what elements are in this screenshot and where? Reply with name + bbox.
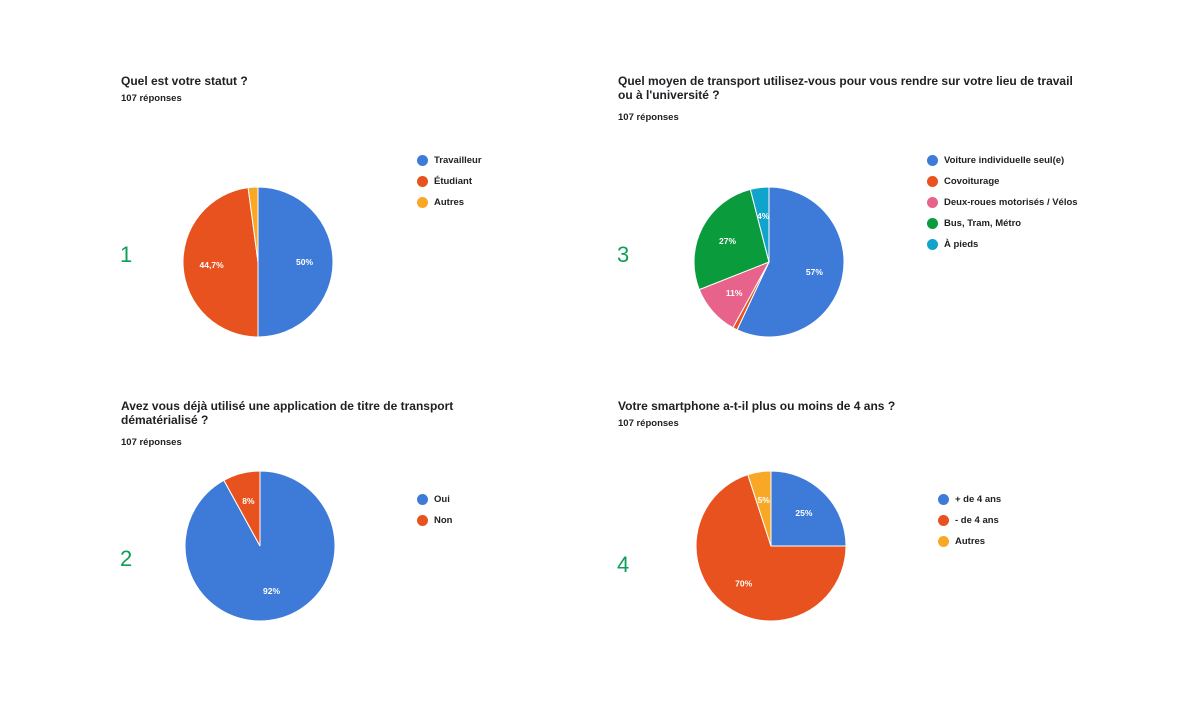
pie-slice-etudiant bbox=[182, 187, 259, 338]
legend-item-etudiant: Étudiant bbox=[417, 171, 482, 192]
chart-number: 2 bbox=[120, 546, 133, 571]
legend-label: Bus, Tram, Métro bbox=[944, 218, 1022, 229]
legend-item-deux-roues-motorises-velos: Deux-roues motorisés / Vélos bbox=[927, 192, 1078, 213]
legend-item-non: Non bbox=[417, 510, 452, 531]
chart-title: Quel moyen de transport utilisez-vous po… bbox=[618, 74, 1073, 102]
slice-label-de-4-ans: 70% bbox=[735, 579, 752, 589]
legend-swatch bbox=[417, 155, 428, 166]
legend-label: - de 4 ans bbox=[955, 515, 999, 526]
legend-item-de-4-ans: - de 4 ans bbox=[938, 510, 1001, 531]
slice-label-de-4-ans: 25% bbox=[795, 508, 812, 518]
legend-swatch bbox=[938, 515, 949, 526]
legend-label: Non bbox=[434, 515, 453, 526]
legend-item-travailleur: Travailleur bbox=[417, 150, 482, 171]
legend-label: À pieds bbox=[944, 239, 979, 250]
legend-swatch bbox=[927, 197, 938, 208]
legend-swatch bbox=[927, 218, 938, 229]
chart-title: Quel est votre statut ? bbox=[121, 74, 248, 88]
legend-swatch bbox=[417, 176, 428, 187]
legend-swatch bbox=[938, 536, 949, 547]
pie-slice-voiture-individuelle-seul-e bbox=[736, 186, 845, 338]
legend-label: Oui bbox=[434, 494, 450, 505]
slice-label-oui: 92% bbox=[263, 586, 280, 596]
legend-swatch bbox=[417, 197, 428, 208]
chart-title: Avez vous déjà utilisé une application d… bbox=[121, 399, 454, 427]
pie-slice-travailleur bbox=[257, 186, 334, 338]
pie-slice-non bbox=[223, 470, 261, 547]
chart-title: Votre smartphone a-t-il plus ou moins de… bbox=[618, 399, 896, 413]
pie-slice-de-4-ans bbox=[770, 470, 847, 547]
legend: Oui Non bbox=[417, 489, 452, 531]
legend: Voiture individuelle seul(e) Covoiturage D… bbox=[927, 150, 1078, 255]
legend-label: Autres bbox=[434, 197, 465, 208]
slice-label-travailleur: 50% bbox=[296, 257, 313, 267]
legend-swatch bbox=[927, 239, 938, 250]
legend-label: Covoiturage bbox=[944, 176, 1000, 187]
chart-number: 1 bbox=[120, 242, 133, 267]
slice-label-voiture-individuelle-seul-e: 57% bbox=[806, 267, 823, 277]
slice-label-bus-tram-metro: 27% bbox=[719, 236, 736, 246]
legend-item-autres: Autres bbox=[938, 531, 1001, 552]
legend-label: Travailleur bbox=[434, 155, 482, 166]
legend-item-de-4-ans: + de 4 ans bbox=[938, 489, 1001, 510]
legend-item-covoiturage: Covoiturage bbox=[927, 171, 1078, 192]
legend-label: + de 4 ans bbox=[955, 494, 1002, 505]
slice-label-deux-roues-motorises-velos: 11% bbox=[726, 288, 743, 298]
pie-slice-autres bbox=[247, 186, 259, 263]
legend-item-bus-tram-metro: Bus, Tram, Métro bbox=[927, 213, 1078, 234]
legend: + de 4 ans - de 4 ans Autres bbox=[938, 489, 1001, 552]
legend-swatch bbox=[938, 494, 949, 505]
chart-number: 4 bbox=[617, 552, 630, 577]
legend-label: Étudiant bbox=[434, 176, 472, 187]
legend-item-autres: Autres bbox=[417, 192, 482, 213]
response-count: 107 réponses bbox=[618, 112, 679, 123]
response-count: 107 réponses bbox=[618, 418, 679, 429]
legend-swatch bbox=[417, 515, 428, 526]
legend-label: Deux-roues motorisés / Vélos bbox=[944, 197, 1078, 208]
slice-label-autres: 5% bbox=[758, 495, 771, 505]
pie-slice-bus-tram-metro bbox=[693, 188, 770, 291]
legend-label: Autres bbox=[955, 536, 986, 547]
legend-item-a-pieds: À pieds bbox=[927, 234, 1078, 255]
response-count: 107 réponses bbox=[121, 437, 182, 448]
legend-swatch bbox=[927, 155, 938, 166]
legend-item-oui: Oui bbox=[417, 489, 452, 510]
pie-slice-autres bbox=[747, 470, 772, 547]
pie-slice-a-pieds bbox=[749, 186, 770, 263]
legend: Travailleur Étudiant Autres bbox=[417, 150, 482, 213]
legend-swatch bbox=[417, 494, 428, 505]
chart-number: 3 bbox=[617, 242, 630, 267]
slice-label-a-pieds: 4% bbox=[757, 211, 770, 221]
slice-label-non: 8% bbox=[242, 496, 255, 506]
slice-label-etudiant: 44,7% bbox=[200, 260, 225, 270]
pie-slice-de-4-ans bbox=[695, 474, 847, 622]
legend-label: Voiture individuelle seul(e) bbox=[944, 155, 1065, 166]
legend-item-voiture-individuelle-seul-e: Voiture individuelle seul(e) bbox=[927, 150, 1078, 171]
response-count: 107 réponses bbox=[121, 93, 182, 104]
legend-swatch bbox=[927, 176, 938, 187]
